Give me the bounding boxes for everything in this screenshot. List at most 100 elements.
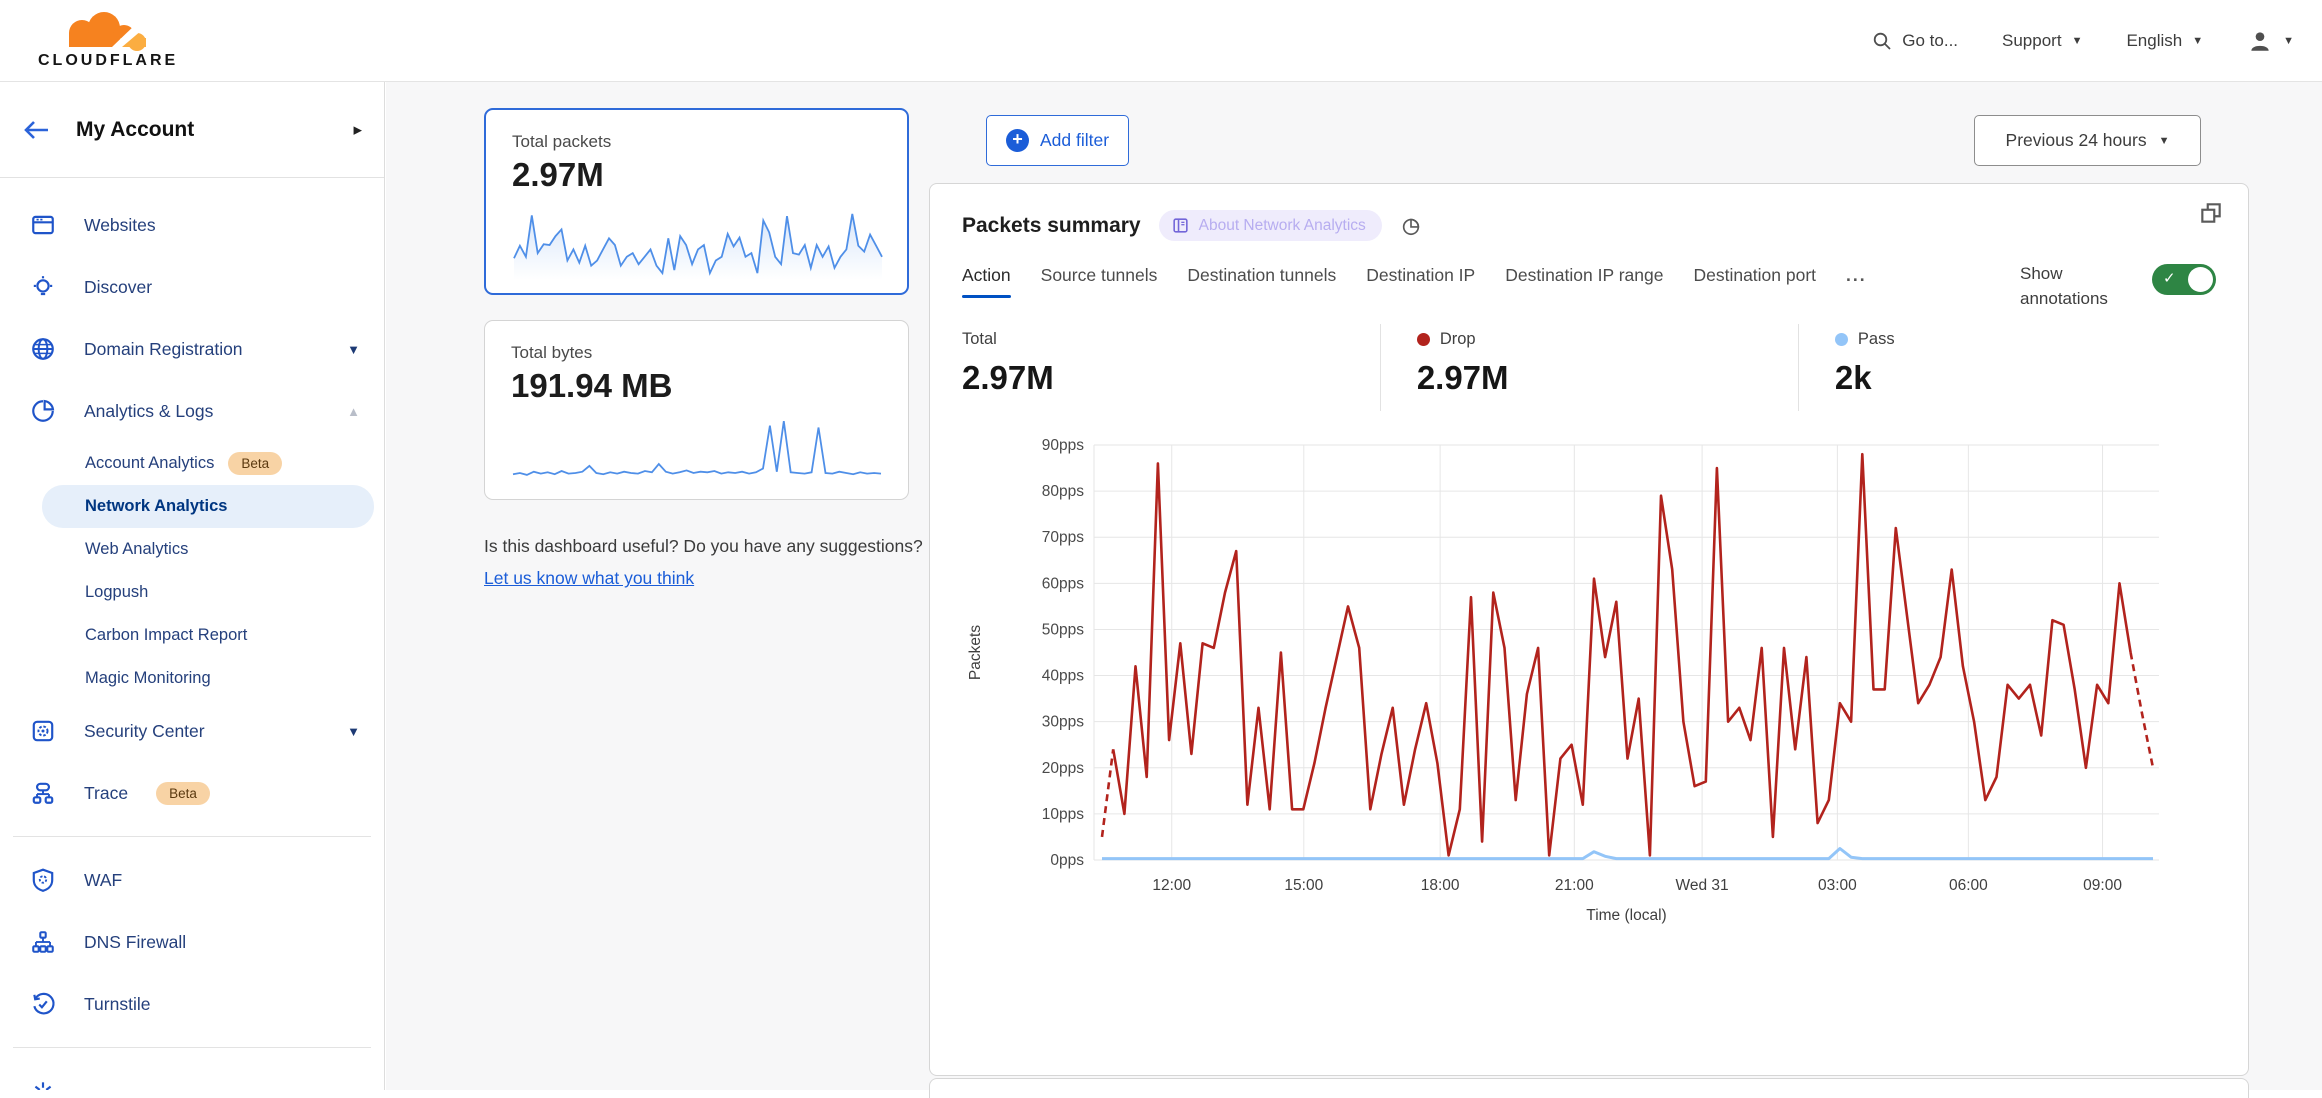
tab-destination-port[interactable]: Destination port	[1693, 265, 1817, 285]
support-menu[interactable]: Support ▼	[2002, 31, 2082, 51]
tab-destination-tunnels[interactable]: Destination tunnels	[1187, 265, 1337, 285]
sidebar-item-waf[interactable]: WAF	[0, 849, 384, 911]
next-panel-top-edge	[929, 1078, 2249, 1098]
sidebar-item-trace[interactable]: Trace Beta	[0, 762, 384, 824]
chevron-down-icon: ▼	[2192, 35, 2204, 47]
show-annotations-toggle[interactable]: ✓	[2152, 264, 2216, 295]
total-packets-title: Total packets	[512, 132, 612, 151]
add-filter-button[interactable]: + Add filter	[986, 115, 1130, 166]
tab-action[interactable]: Action	[962, 265, 1011, 298]
beta-badge: Beta	[156, 781, 210, 805]
panel-title: Packets summary	[962, 213, 1141, 237]
chevron-down-icon: ▼	[2071, 35, 2083, 47]
starburst-icon	[30, 1078, 56, 1090]
sidebar-divider	[13, 836, 371, 837]
sidebar-item-websites[interactable]: Websites	[0, 194, 384, 256]
sidebar-subitem-carbon-impact-report[interactable]: Carbon Impact Report	[85, 626, 248, 644]
total-bytes-title: Total bytes	[511, 343, 593, 362]
svg-text:Packets: Packets	[967, 625, 984, 680]
svg-text:15:00: 15:00	[1284, 877, 1323, 894]
tab-source-tunnels[interactable]: Source tunnels	[1040, 265, 1158, 285]
cloudflare-logo[interactable]: CLOUDFLARE	[20, 6, 190, 76]
account-title: My Account	[76, 117, 195, 141]
chevron-right-icon[interactable]: ▸	[353, 119, 362, 139]
check-icon: ✓	[2163, 270, 2176, 287]
dimension-tabs: Action Source tunnels Destination tunnel…	[962, 265, 2012, 298]
sidebar-subitem-web-analytics[interactable]: Web Analytics	[85, 540, 189, 558]
cloudflare-wordmark: CLOUDFLARE	[38, 52, 179, 69]
more-tabs-button[interactable]: ...	[1846, 265, 1867, 285]
account-menu[interactable]: ▼	[2247, 28, 2294, 54]
plus-icon: +	[1006, 129, 1029, 152]
svg-text:60pps: 60pps	[1042, 575, 1084, 592]
svg-text:Wed 31: Wed 31	[1676, 877, 1729, 894]
sidebar-item-partial[interactable]	[0, 1060, 384, 1090]
feedback-block: Is this dashboard useful? Do you have an…	[484, 530, 924, 595]
analytics-pie-icon	[30, 398, 56, 424]
sidebar-subitem-account-analytics[interactable]: Account Analytics Beta	[0, 442, 384, 485]
sidebar-item-analytics-logs[interactable]: Analytics & Logs ▲	[0, 380, 384, 442]
turnstile-icon	[30, 991, 56, 1017]
feedback-link[interactable]: Let us know what you think	[484, 568, 695, 589]
main-content: Total packets 2.97M Total bytes 191.94 M…	[386, 82, 2322, 1098]
websites-icon	[30, 212, 56, 238]
cloudflare-cloud-icon	[69, 12, 146, 51]
sidebar-item-discover[interactable]: Discover	[0, 256, 384, 318]
language-menu[interactable]: English ▼	[2126, 31, 2203, 51]
waf-shield-icon	[30, 867, 56, 893]
chevron-down-icon: ▼	[2158, 134, 2170, 147]
user-icon	[2251, 32, 2269, 51]
svg-text:10pps: 10pps	[1042, 806, 1084, 823]
show-annotations-label: Show annotations	[2020, 264, 2108, 308]
sidebar-subitem-logpush[interactable]: Logpush	[85, 583, 149, 601]
sidebar-item-turnstile[interactable]: Turnstile	[0, 973, 384, 1035]
expand-panel-icon[interactable]	[2198, 200, 2224, 226]
pie-time-icon[interactable]	[1400, 215, 1422, 237]
packets-time-series-chart[interactable]: 0pps 10pps 20pps 30pps 40pps 50pps 60pps 70pps 8…	[962, 431, 2218, 936]
packets-summary-panel: Packets summary About Network Analytics	[929, 183, 2249, 1076]
tab-destination-ip[interactable]: Destination IP	[1366, 265, 1476, 285]
drop-dot	[1416, 333, 1430, 346]
total-packets-sparkline	[513, 213, 883, 280]
sidebar-subitem-magic-monitoring[interactable]: Magic Monitoring	[85, 669, 211, 687]
stat-drop: Drop 2.97M	[1379, 324, 1798, 411]
svg-text:40pps: 40pps	[1042, 668, 1084, 685]
svg-text:80pps: 80pps	[1042, 483, 1084, 500]
sidebar-subitem-network-analytics[interactable]: Network Analytics	[42, 485, 374, 528]
stats-row: Total 2.97M Drop 2.97M Pass 2k	[962, 324, 2216, 411]
toggle-knob	[2188, 267, 2213, 292]
svg-text:90pps: 90pps	[1042, 437, 1084, 454]
chevron-up-icon: ▲	[347, 403, 360, 419]
svg-text:21:00: 21:00	[1555, 877, 1594, 894]
sidebar-item-domain-registration[interactable]: Domain Registration ▼	[0, 318, 384, 380]
svg-text:09:00: 09:00	[2083, 877, 2122, 894]
sidebar-item-dns-firewall[interactable]: DNS Firewall	[0, 911, 384, 973]
total-bytes-value: 191.94 MB	[511, 367, 673, 404]
svg-text:06:00: 06:00	[1949, 877, 1988, 894]
total-bytes-card[interactable]: Total bytes 191.94 MB	[484, 320, 909, 500]
time-range-dropdown[interactable]: Previous 24 hours ▼	[1974, 115, 2201, 166]
svg-text:18:00: 18:00	[1421, 877, 1460, 894]
svg-text:20pps: 20pps	[1042, 760, 1084, 777]
svg-text:03:00: 03:00	[1818, 877, 1857, 894]
svg-text:Time (local): Time (local)	[1586, 907, 1666, 924]
search-icon	[1874, 32, 1891, 50]
svg-text:70pps: 70pps	[1042, 529, 1084, 546]
sidebar-divider	[13, 1047, 371, 1048]
feedback-question: Is this dashboard useful? Do you have an…	[484, 536, 923, 556]
stat-total: Total 2.97M	[962, 330, 1054, 396]
tab-destination-ip-range[interactable]: Destination IP range	[1505, 265, 1664, 285]
chevron-down-icon: ▼	[2283, 35, 2294, 47]
goto-search[interactable]: Go to...	[1872, 31, 1958, 51]
pass-dot	[1834, 333, 1848, 346]
chevron-down-icon: ▼	[347, 341, 360, 357]
dns-firewall-icon	[30, 929, 56, 955]
goto-label: Go to...	[1902, 31, 1959, 50]
globe-icon	[30, 336, 56, 362]
svg-text:0pps: 0pps	[1050, 852, 1084, 869]
back-arrow-icon[interactable]	[22, 119, 50, 141]
total-packets-card[interactable]: Total packets 2.97M	[484, 108, 909, 295]
beta-badge: Beta	[228, 452, 283, 475]
sidebar-item-security-center[interactable]: Security Center ▼	[0, 700, 384, 762]
about-network-analytics-pill[interactable]: About Network Analytics	[1158, 210, 1382, 241]
